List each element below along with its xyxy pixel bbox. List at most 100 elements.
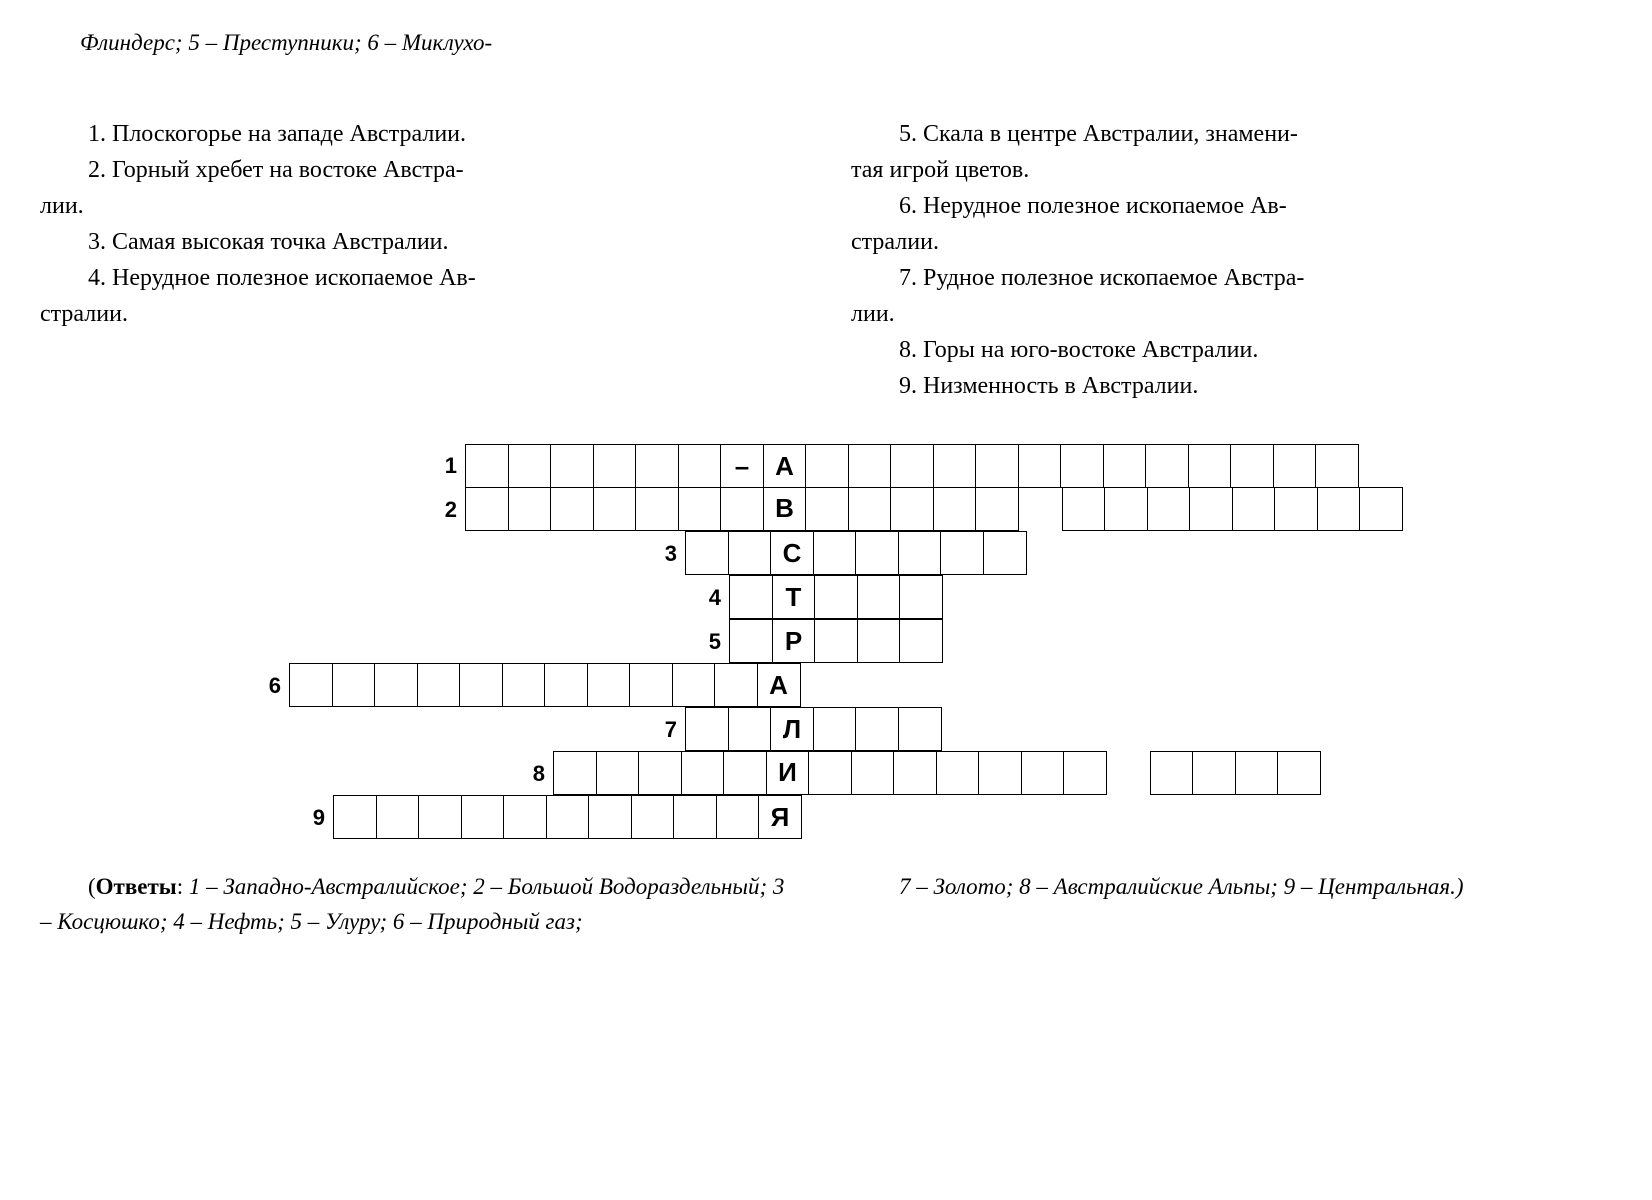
crossword-cell[interactable]	[461, 795, 505, 839]
crossword-cell[interactable]	[814, 575, 858, 619]
crossword-cell[interactable]: Р	[772, 619, 816, 663]
crossword-cell[interactable]	[933, 487, 977, 531]
crossword-cell[interactable]	[1274, 487, 1318, 531]
crossword-cell[interactable]	[857, 619, 901, 663]
crossword-cell[interactable]	[940, 531, 984, 575]
crossword-cell[interactable]	[631, 795, 675, 839]
crossword-cell[interactable]	[805, 444, 849, 488]
crossword-cell[interactable]	[890, 487, 934, 531]
crossword-cell[interactable]	[459, 663, 503, 707]
crossword-cell[interactable]	[1315, 444, 1359, 488]
crossword-cell[interactable]	[332, 663, 376, 707]
crossword-cell[interactable]	[1317, 487, 1361, 531]
crossword-cell[interactable]	[898, 531, 942, 575]
crossword-cell[interactable]	[1018, 444, 1062, 488]
crossword-cell[interactable]	[716, 795, 760, 839]
crossword-cell[interactable]	[635, 444, 679, 488]
crossword-cell[interactable]	[678, 444, 722, 488]
crossword-cell[interactable]	[857, 575, 901, 619]
crossword-cell[interactable]	[289, 663, 333, 707]
crossword-cell[interactable]	[1150, 751, 1194, 795]
crossword-cell[interactable]: А	[763, 444, 807, 488]
crossword-cell[interactable]	[728, 531, 772, 575]
crossword-cell[interactable]	[890, 444, 934, 488]
crossword-cell[interactable]	[1021, 751, 1065, 795]
crossword-cell[interactable]	[808, 751, 852, 795]
crossword-cell[interactable]	[933, 444, 977, 488]
crossword-cell[interactable]	[1277, 751, 1321, 795]
crossword-cell[interactable]	[638, 751, 682, 795]
crossword-cell[interactable]	[550, 487, 594, 531]
crossword-cell[interactable]	[681, 751, 725, 795]
crossword-cell[interactable]	[714, 663, 758, 707]
crossword-cell[interactable]	[729, 575, 773, 619]
crossword-cell[interactable]	[333, 795, 377, 839]
crossword-cell[interactable]: В	[763, 487, 807, 531]
crossword-cell[interactable]	[544, 663, 588, 707]
crossword-cell[interactable]	[417, 663, 461, 707]
crossword-cell[interactable]	[1145, 444, 1189, 488]
crossword-cell[interactable]	[805, 487, 849, 531]
crossword-cell[interactable]	[502, 663, 546, 707]
crossword-cell[interactable]	[723, 751, 767, 795]
crossword-cell[interactable]	[1235, 751, 1279, 795]
crossword-cell[interactable]	[1359, 487, 1403, 531]
crossword-cell[interactable]	[588, 795, 632, 839]
crossword-cell[interactable]	[899, 575, 943, 619]
crossword-cell[interactable]	[813, 531, 857, 575]
crossword-cell[interactable]	[685, 531, 729, 575]
crossword-cell[interactable]	[508, 444, 552, 488]
crossword-cell[interactable]	[508, 487, 552, 531]
crossword-cell[interactable]	[983, 531, 1027, 575]
crossword-cell[interactable]	[848, 444, 892, 488]
crossword-cell[interactable]: А	[757, 663, 801, 707]
crossword-cell[interactable]	[550, 444, 594, 488]
crossword-cell[interactable]	[1189, 487, 1233, 531]
crossword-cell[interactable]	[629, 663, 673, 707]
crossword-cell[interactable]	[893, 751, 937, 795]
crossword-cell[interactable]	[1232, 487, 1276, 531]
crossword-cell[interactable]	[1147, 487, 1191, 531]
crossword-cell[interactable]	[936, 751, 980, 795]
crossword-cell[interactable]	[685, 707, 729, 751]
crossword-cell[interactable]	[593, 444, 637, 488]
crossword-cell[interactable]	[728, 707, 772, 751]
crossword-cell[interactable]	[593, 487, 637, 531]
crossword-cell[interactable]	[1104, 487, 1148, 531]
crossword-cell[interactable]	[376, 795, 420, 839]
crossword-cell[interactable]	[1060, 444, 1104, 488]
crossword-cell[interactable]	[851, 751, 895, 795]
crossword-cell[interactable]	[418, 795, 462, 839]
crossword-cell[interactable]	[1103, 444, 1147, 488]
crossword-cell[interactable]	[814, 619, 858, 663]
crossword-cell[interactable]	[1062, 487, 1106, 531]
crossword-cell[interactable]	[975, 487, 1019, 531]
crossword-cell[interactable]	[1063, 751, 1107, 795]
crossword-cell[interactable]: И	[766, 751, 810, 795]
crossword-cell[interactable]	[1230, 444, 1274, 488]
crossword-cell[interactable]	[465, 487, 509, 531]
crossword-cell[interactable]	[503, 795, 547, 839]
crossword-cell[interactable]	[975, 444, 1019, 488]
crossword-cell[interactable]	[587, 663, 631, 707]
crossword-cell[interactable]: С	[770, 531, 814, 575]
crossword-cell[interactable]	[465, 444, 509, 488]
crossword-cell[interactable]: –	[720, 444, 764, 488]
crossword-cell[interactable]	[813, 707, 857, 751]
crossword-cell[interactable]	[673, 795, 717, 839]
crossword-cell[interactable]	[1188, 444, 1232, 488]
crossword-cell[interactable]: Л	[770, 707, 814, 751]
crossword-cell[interactable]	[672, 663, 716, 707]
crossword-cell[interactable]	[720, 487, 764, 531]
crossword-cell[interactable]	[553, 751, 597, 795]
crossword-cell[interactable]: Т	[772, 575, 816, 619]
crossword-cell[interactable]	[1192, 751, 1236, 795]
crossword-cell[interactable]	[546, 795, 590, 839]
crossword-cell[interactable]	[678, 487, 722, 531]
crossword-cell[interactable]	[729, 619, 773, 663]
crossword-cell[interactable]	[898, 707, 942, 751]
crossword-cell[interactable]: Я	[758, 795, 802, 839]
crossword-cell[interactable]	[848, 487, 892, 531]
crossword-cell[interactable]	[855, 707, 899, 751]
crossword-cell[interactable]	[899, 619, 943, 663]
